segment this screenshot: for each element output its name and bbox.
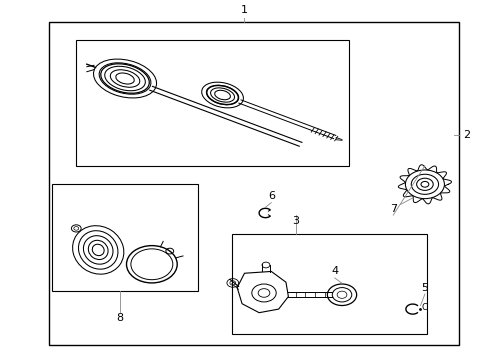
Text: 1: 1 [241, 5, 247, 15]
Text: 8: 8 [116, 313, 123, 323]
Bar [76, 40, 348, 166]
Text: C: C [421, 303, 427, 312]
Text: 5: 5 [421, 283, 427, 293]
Bar [49, 22, 458, 345]
Text: 7: 7 [389, 204, 396, 214]
Text: 2: 2 [462, 130, 469, 140]
Text: 6: 6 [267, 191, 274, 201]
Text: 4: 4 [330, 266, 338, 276]
Text: 3: 3 [292, 216, 299, 226]
Bar [232, 234, 427, 334]
Bar [52, 184, 198, 291]
